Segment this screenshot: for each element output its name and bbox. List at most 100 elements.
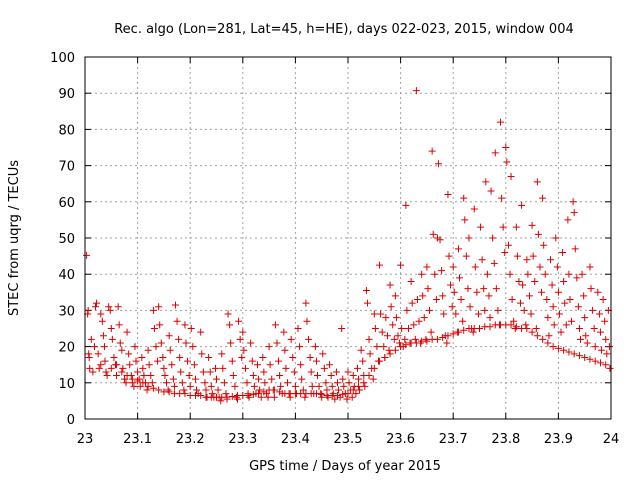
data-point [547,256,555,264]
data-point [533,332,541,340]
data-point [305,335,313,343]
data-point [333,391,341,399]
data-point [559,248,567,256]
data-point [107,364,115,372]
data-point [603,350,611,358]
data-point [101,357,109,365]
data-point [569,198,577,206]
data-point [264,393,272,401]
y-tick-label: 10 [58,377,75,392]
data-point [250,382,258,390]
y-tick-label: 90 [58,87,75,102]
data-point [423,337,431,345]
data-point [224,310,232,318]
data-point [529,252,537,260]
data-point [561,299,569,307]
data-point [513,252,521,260]
x-tick-label: 23.7 [439,432,468,447]
data-point [482,178,490,186]
data-point [152,343,160,351]
data-point [181,390,189,398]
data-point [144,346,152,354]
data-point [512,223,520,231]
data-point [385,346,393,354]
data-point [324,393,332,401]
data-point [220,379,228,387]
data-point [450,288,458,296]
x-axis-label: GPS time / Days of year 2015 [249,459,441,474]
data-point [548,281,556,289]
data-point [528,221,536,229]
x-tick-labels: 23 23.1 23.2 23.3 23.4 23.5 23.6 23.7 23.8 23.9 24 [77,432,620,447]
data-point [394,332,402,340]
data-point [387,303,395,311]
data-point [583,339,591,347]
data-point [489,234,497,242]
data-point [232,393,240,401]
data-point [161,372,169,380]
data-point [552,234,560,242]
data-point [436,236,444,244]
y-tick-label: 50 [58,232,75,247]
data-point [560,346,568,354]
y-tick-label: 80 [58,123,75,138]
data-point [576,335,584,343]
data-point [438,267,446,275]
data-point [562,321,570,329]
data-point [433,335,441,343]
data-point [344,368,352,376]
data-point [494,306,502,314]
data-point [491,149,499,157]
data-point [240,346,248,354]
data-point [403,306,411,314]
data-point [260,368,268,376]
data-point [386,281,394,289]
x-tick-label: 24 [603,432,620,447]
data-point [163,379,171,387]
data-point [362,286,370,294]
data-point [218,350,226,358]
data-point [363,299,371,307]
data-point [539,194,547,202]
data-point [339,375,347,383]
data-point [139,379,147,387]
data-point [553,263,561,271]
data-point [397,261,405,269]
data-point [307,368,315,376]
data-point [110,353,118,361]
data-point [523,325,531,332]
data-point [369,375,377,383]
data-point [168,361,176,369]
data-point [471,263,479,271]
data-point [407,277,415,285]
data-point [355,382,363,390]
data-point [606,364,614,372]
data-point [277,382,285,390]
data-point [259,353,267,361]
data-point [443,339,451,347]
data-point [128,375,136,383]
data-point [248,357,256,365]
data-point [391,346,399,354]
data-point [511,325,519,332]
data-point [241,364,249,372]
data-point [426,306,434,314]
data-point [365,372,373,380]
data-point [371,325,379,332]
data-point [554,288,562,296]
data-point [187,325,195,332]
data-point [476,325,483,332]
data-point [236,335,244,343]
data-point [447,281,455,289]
data-point [105,303,113,311]
data-point [355,375,363,383]
data-point [340,382,348,390]
data-point [378,328,386,336]
data-point [176,353,184,361]
data-point [540,241,548,249]
data-point [118,368,126,376]
data-point [411,335,419,343]
data-point [528,328,536,336]
data-point [506,270,514,278]
data-point [575,352,583,360]
